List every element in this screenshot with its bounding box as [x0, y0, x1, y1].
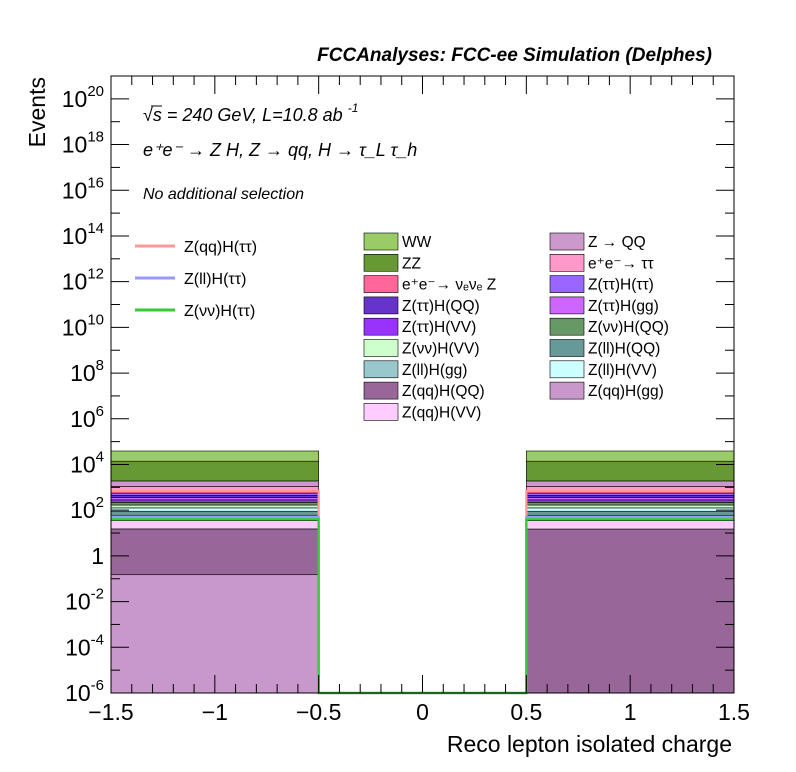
legend-swatch-z-ll-h-gg — [363, 360, 399, 379]
legend-label-z-qq-h-qq: Z(qq)H(QQ) — [402, 383, 485, 400]
legend-swatch-e-e — [549, 254, 585, 272]
y-tick-label: 1016 — [62, 174, 104, 203]
selection-label: No additional selection — [143, 186, 304, 203]
legend-swatch-z-h-vv — [363, 339, 399, 357]
bar-z-h-vv-bin-2 — [526, 504, 735, 509]
bar-ww-bin-2 — [526, 450, 735, 462]
bar-z-h-qq-bin-2 — [526, 495, 735, 498]
bar-z-qq-bin-0 — [110, 480, 319, 487]
bar-z-h-gg-bin-2 — [526, 497, 735, 501]
y-tick-label: 108 — [70, 357, 104, 386]
legend-swatch-z-h-vv — [363, 317, 399, 336]
bar-z-h-qq-bin-2 — [526, 502, 735, 506]
legend-swatch-z-h-gg — [549, 296, 585, 315]
legend-label-zz: ZZ — [402, 255, 421, 272]
process-label: e⁺e⁻ → Z H, Z → qq, H → τ_L τ_h — [143, 140, 417, 160]
legend-label-z-h-vv: Z(νν)H(VV) — [402, 341, 480, 358]
bar-z-h-bin-0 — [110, 492, 319, 496]
bar-z-ll-h-qq-bin-2 — [526, 510, 735, 516]
y-tick-label: 1 — [91, 543, 104, 569]
bar-z-h-vv-bin-0 — [110, 504, 319, 509]
bar-ww-bin-0 — [110, 450, 319, 462]
y-axis-label: Events — [24, 77, 50, 147]
legend-swatch-z-h-qq — [549, 317, 585, 336]
x-tick-label: 1 — [624, 699, 637, 725]
legend-label-z-h-qq: Z(νν)H(QQ) — [588, 319, 669, 336]
legend-label-z-qq: Z → QQ — [588, 234, 646, 251]
legend-label-z-qq-h-gg: Z(qq)H(gg) — [588, 383, 664, 400]
bar-z-qq-h-qq-bin-2 — [526, 528, 735, 694]
bar-z-h-qq-bin-0 — [110, 495, 319, 498]
legend-swatch-z-qq-h-vv — [363, 403, 399, 421]
legend-swatch-z-qq — [549, 232, 585, 251]
bar-z-qq-h-vv-bin-2 — [526, 520, 735, 530]
y-axis: 1020 1018 1016 1014 1012 1010 108 106 104 102 1 10-… — [62, 75, 734, 706]
legend-label-z-ll-h-qq: Z(ll)H(QQ) — [588, 341, 660, 358]
legend-swatch-z-qq-h-gg — [549, 381, 585, 400]
bar-zz-bin-2 — [526, 460, 735, 482]
x-tick-label: 0 — [416, 699, 429, 725]
bar-z-qq-h-gg-bin-0 — [110, 574, 319, 694]
legend-swatch-z-qq-h-qq — [363, 381, 399, 400]
y-tick-label: 102 — [70, 494, 104, 523]
y-tick-label: 1012 — [62, 266, 104, 295]
legend-swatch-e-e-z — [363, 275, 399, 293]
legend-label-z-h-qq: Z(ττ)H(QQ) — [402, 298, 480, 315]
x-tick-label: −0.5 — [296, 699, 341, 725]
legend-label-e-e-z: e⁺e⁻→ νₑνₑ Z — [402, 277, 496, 294]
legend-swatch-z-h-qq — [363, 296, 399, 315]
legend-label-z-ll-h-vv: Z(ll)H(VV) — [588, 362, 657, 379]
legend-label-z-h: Z(νν)H(ττ) — [184, 303, 255, 320]
x-tick-label: −1 — [202, 699, 228, 725]
bar-z-qq-bin-2 — [526, 480, 735, 487]
legend: Z(qq)H(ττ) Z(ll)H(ττ) Z(νν)H(ττ) WW ZZ e⁺e⁻→ … — [135, 232, 669, 421]
legend-label-z-h: Z(ττ)H(ττ) — [588, 277, 654, 294]
bar-z-h-vv-bin-2 — [526, 499, 735, 503]
bar-z-h-gg-bin-0 — [110, 497, 319, 501]
bar-zz-bin-0 — [110, 460, 319, 482]
bar-z-ll-h-qq-bin-0 — [110, 510, 319, 516]
y-tick-label: 1018 — [62, 129, 104, 158]
x-tick-label: −1.5 — [88, 699, 133, 725]
y-tick-label: 1010 — [62, 311, 104, 340]
y-tick-label: 104 — [70, 448, 104, 477]
legend-label-z-ll-h: Z(ll)H(ττ) — [184, 271, 246, 288]
y-tick-label: 1014 — [62, 220, 104, 249]
bar-z-h-bin-2 — [526, 492, 735, 496]
legend-swatch-z-h — [549, 275, 585, 293]
bar-z-h-vv-bin-0 — [110, 499, 319, 503]
legend-swatch-z-ll-h-qq — [549, 339, 585, 357]
y-tick-label: 10-4 — [65, 631, 104, 660]
bar-z-h-qq-bin-0 — [110, 502, 319, 506]
y-tick-label: 10-6 — [65, 677, 104, 706]
bar-z-qq-h-qq-bin-0 — [110, 528, 319, 576]
bar-z-ll-h-vv-bin-0 — [110, 507, 319, 512]
x-tick-label: 0.5 — [510, 699, 542, 725]
legend-swatch-z-ll-h-vv — [549, 360, 585, 379]
legend-swatch-zz — [363, 254, 399, 272]
legend-label-z-qq-h: Z(qq)H(ττ) — [184, 239, 257, 256]
energy-label: √s = 240 GeV, L=10.8 ab -1 — [143, 101, 358, 125]
bar-z-ll-h-vv-bin-2 — [526, 507, 735, 512]
x-axis: −1.5 −1 −0.5 0 0.5 1 1.5 — [88, 76, 750, 725]
legend-label-z-ll-h-gg: Z(ll)H(gg) — [402, 362, 467, 379]
legend-swatch-ww — [363, 232, 399, 251]
legend-label-z-qq-h-vv: Z(qq)H(VV) — [402, 404, 481, 421]
x-axis-label: Reco lepton isolated charge — [447, 731, 732, 757]
x-tick-label: 1.5 — [718, 699, 750, 725]
stacked-bars — [110, 450, 735, 694]
legend-label-z-h-gg: Z(ττ)H(gg) — [588, 298, 659, 315]
y-tick-label: 1020 — [62, 83, 104, 112]
y-tick-label: 106 — [70, 403, 104, 432]
legend-label-z-h-vv: Z(ττ)H(VV) — [402, 319, 476, 336]
bar-z-qq-h-vv-bin-0 — [110, 520, 319, 530]
plot-title: FCCAnalyses: FCC-ee Simulation (Delphes) — [317, 45, 712, 66]
y-tick-label: 10-2 — [65, 586, 104, 615]
legend-label-ww: WW — [402, 234, 432, 251]
legend-label-e-e: e⁺e⁻→ ττ — [588, 255, 654, 272]
svg-text:√s = 240 GeV, L=10.8 ab: √s = 240 GeV, L=10.8 ab -1 — [143, 101, 358, 125]
